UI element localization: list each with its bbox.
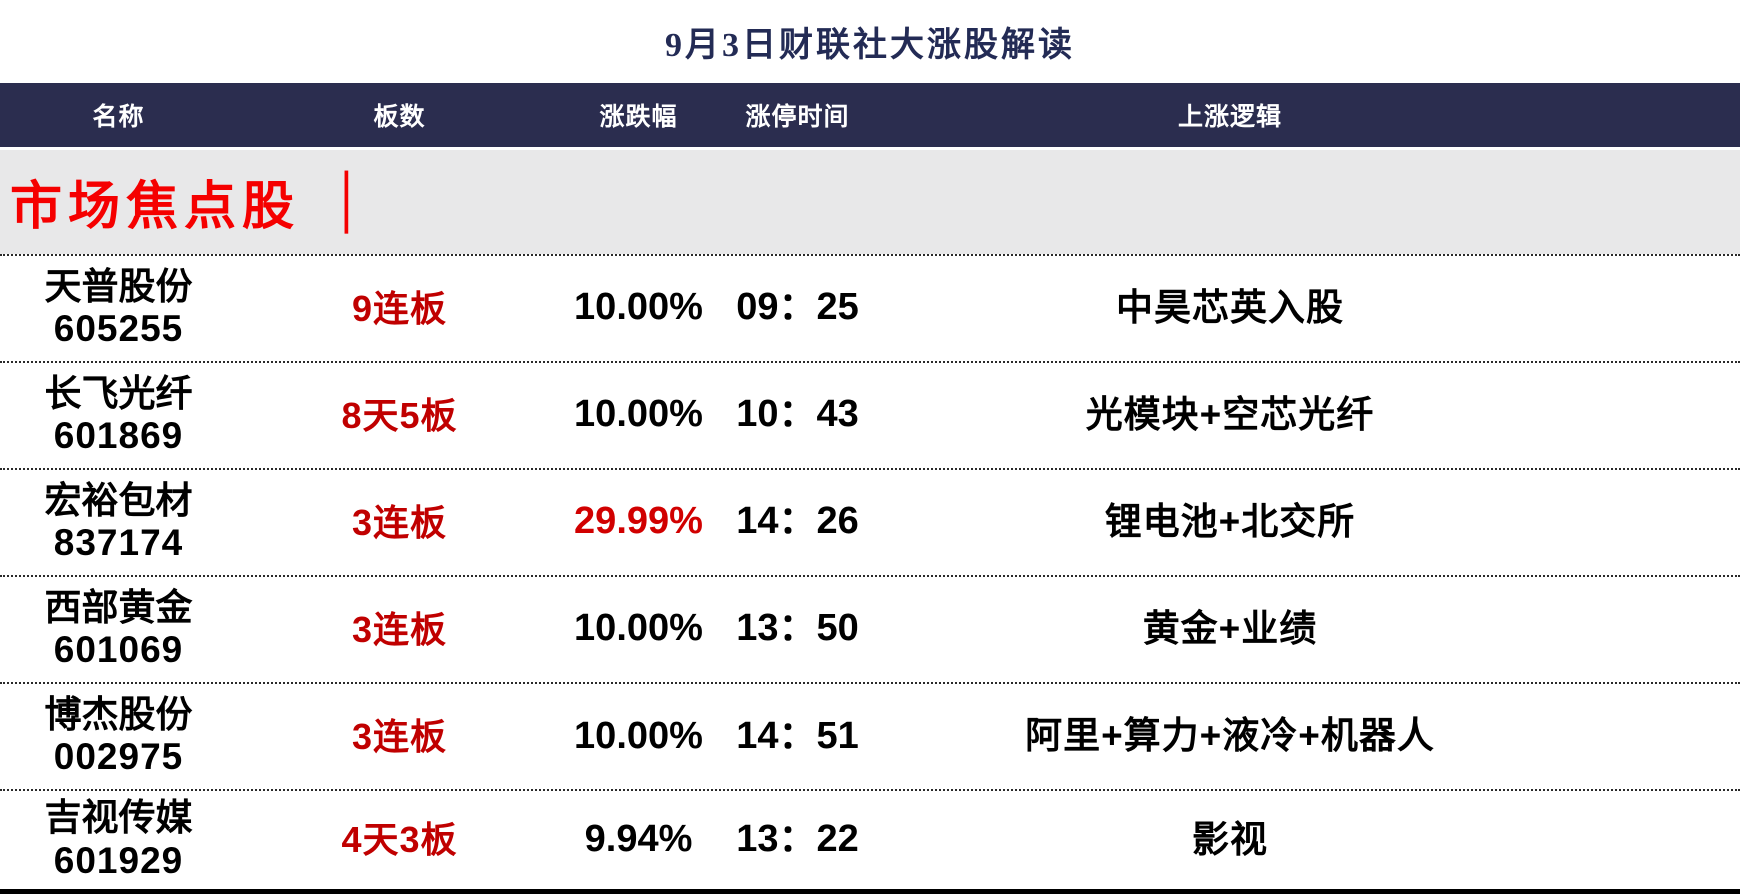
stock-code: 601069 bbox=[53, 629, 184, 671]
row-filler bbox=[1580, 684, 1740, 789]
limit-up-time: 14：26 bbox=[736, 500, 859, 543]
board-count: 3连板 bbox=[351, 715, 448, 757]
stock-code: 002975 bbox=[53, 736, 184, 778]
board-count: 9连板 bbox=[351, 287, 448, 329]
stock-name: 天普股份 bbox=[44, 265, 193, 307]
rise-logic: 阿里+算力+液冷+机器人 bbox=[1025, 715, 1435, 757]
stock-name: 吉视传媒 bbox=[44, 797, 193, 839]
rise-logic: 锂电池+北交所 bbox=[1104, 501, 1356, 542]
limit-up-time: 13：22 bbox=[736, 818, 859, 861]
section-divider-bar: │ bbox=[328, 173, 365, 231]
stock-name-cell: 博杰股份 002975 bbox=[0, 694, 237, 779]
row-filler bbox=[1580, 791, 1740, 889]
row-filler bbox=[1580, 577, 1740, 682]
stock-name: 长飞光纤 bbox=[44, 372, 193, 414]
limit-up-time: 13：50 bbox=[736, 607, 859, 650]
change-percent: 10.00% bbox=[574, 393, 703, 436]
row-filler bbox=[1580, 363, 1740, 468]
row-filler bbox=[1580, 256, 1740, 361]
limit-up-time: 09：25 bbox=[736, 286, 859, 329]
change-percent: 10.00% bbox=[574, 714, 703, 757]
stock-name: 博杰股份 bbox=[44, 693, 193, 735]
column-header-name: 名称 bbox=[92, 102, 145, 131]
rise-logic: 光模块+空芯光纤 bbox=[1085, 393, 1375, 435]
stock-name: 宏裕包材 bbox=[44, 479, 193, 521]
stock-code: 837174 bbox=[53, 522, 184, 564]
stock-name-cell: 西部黄金 601069 bbox=[0, 587, 237, 672]
stock-name-cell: 宏裕包材 837174 bbox=[0, 480, 237, 565]
page-title: 9月3日财联社大涨股解读 bbox=[665, 27, 1075, 65]
row-filler bbox=[1580, 470, 1740, 575]
limit-up-time: 14：51 bbox=[736, 714, 859, 757]
table-header-row: 名称 板数 涨跌幅 涨停时间 上涨逻辑 bbox=[0, 83, 1740, 147]
section-title: 市场焦点股 bbox=[10, 179, 301, 237]
column-header-boards: 板数 bbox=[373, 102, 426, 131]
stock-name-cell: 长飞光纤 601869 bbox=[0, 373, 237, 458]
rise-logic: 中昊芯英入股 bbox=[1116, 286, 1344, 328]
table-row: 宏裕包材 837174 3连板 29.99% 14：26 锂电池+北交所 bbox=[0, 467, 1740, 575]
table-row: 吉视传媒 601929 4天3板 9.94% 13：22 影视 bbox=[0, 788, 1740, 894]
board-count: 3连板 bbox=[351, 501, 448, 543]
change-percent: 10.00% bbox=[574, 286, 703, 329]
column-header-change: 涨跌幅 bbox=[599, 102, 678, 131]
table-row: 博杰股份 002975 3连板 10.00% 14：51 阿里+算力+液冷+机器… bbox=[0, 681, 1740, 789]
table-row: 长飞光纤 601869 8天5板 10.00% 10：43 光模块+空芯光纤 bbox=[0, 360, 1740, 468]
rise-logic: 影视 bbox=[1192, 818, 1268, 860]
section-header: 市场焦点股 │ bbox=[0, 146, 1740, 254]
stock-name-cell: 天普股份 605255 bbox=[0, 266, 237, 351]
board-count: 8天5板 bbox=[341, 394, 458, 436]
title-bar: 9月3日财联社大涨股解读 bbox=[0, 0, 1740, 84]
table-row: 天普股份 605255 9连板 10.00% 09：25 中昊芯英入股 bbox=[0, 253, 1740, 361]
change-percent: 29.99% bbox=[574, 500, 703, 543]
board-count: 3连板 bbox=[351, 608, 448, 650]
column-header-logic: 上涨逻辑 bbox=[1177, 102, 1282, 131]
column-header-limit-time: 涨停时间 bbox=[745, 102, 850, 131]
limit-up-time: 10：43 bbox=[736, 393, 859, 436]
change-percent: 10.00% bbox=[574, 607, 703, 650]
stock-name-cell: 吉视传媒 601929 bbox=[0, 797, 237, 882]
board-count: 4天3板 bbox=[341, 819, 458, 861]
stock-code: 601929 bbox=[53, 839, 184, 881]
table-row: 西部黄金 601069 3连板 10.00% 13：50 黄金+业绩 bbox=[0, 574, 1740, 682]
stock-name: 西部黄金 bbox=[44, 586, 193, 628]
change-percent: 9.94% bbox=[584, 818, 693, 861]
stock-code: 605255 bbox=[53, 308, 184, 350]
stock-code: 601869 bbox=[53, 415, 184, 457]
rise-logic: 黄金+业绩 bbox=[1142, 608, 1318, 650]
